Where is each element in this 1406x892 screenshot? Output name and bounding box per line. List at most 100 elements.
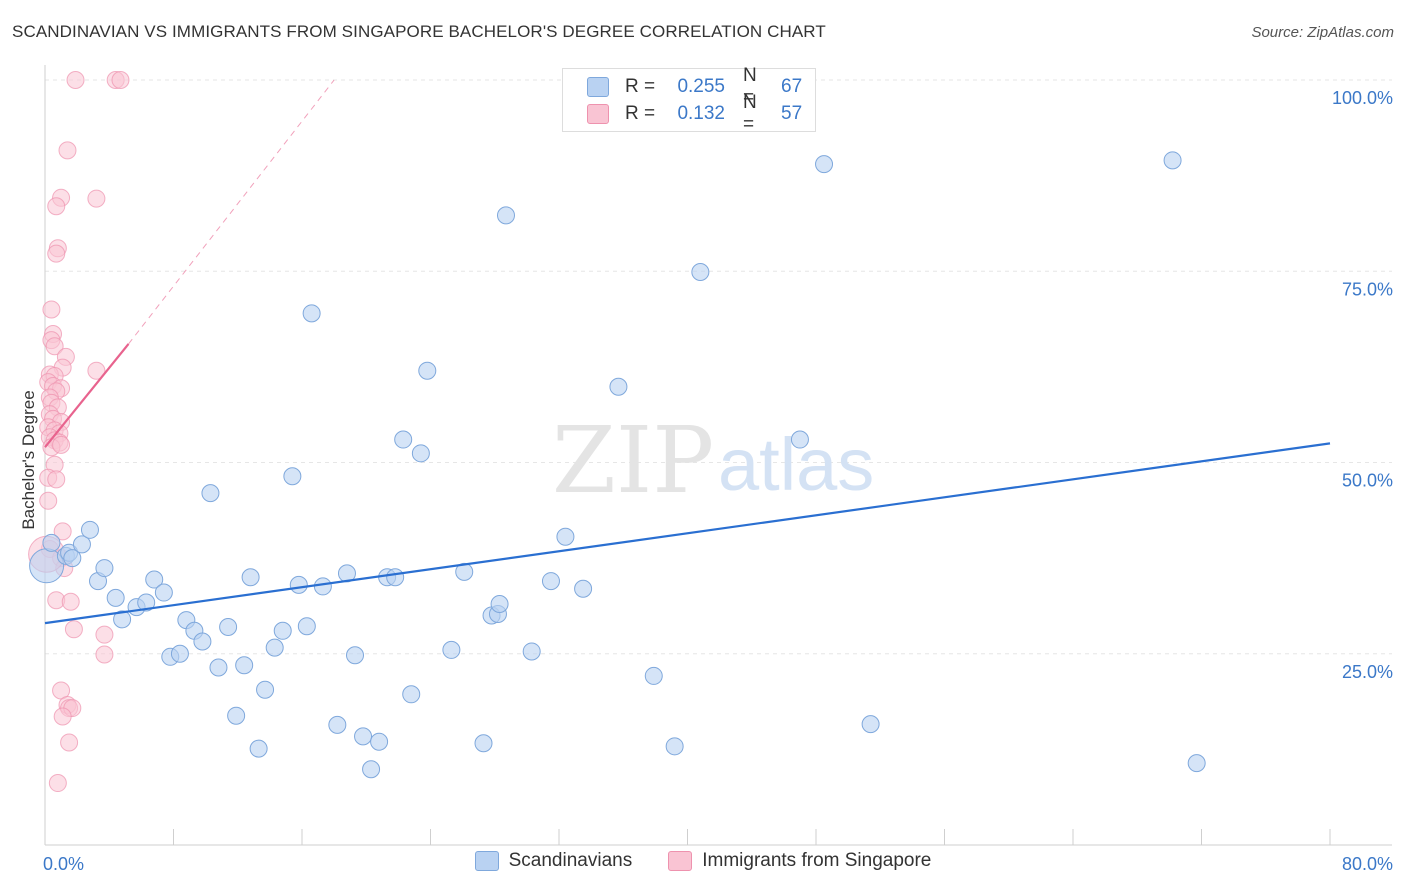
data-point-scandinavians [42,533,61,552]
y-tick-label: 75.0% [1342,279,1393,299]
y-axis-label: Bachelor's Degree [19,390,38,529]
data-point-singapore [61,592,80,611]
data-point-singapore [47,470,66,489]
data-point-scandinavians [354,727,373,746]
axes [44,65,1392,846]
data-point-scandinavians [328,715,347,734]
data-point-singapore [53,522,72,541]
data-point-scandinavians [302,304,321,323]
data-point-scandinavians [474,734,493,753]
data-point-scandinavians [113,610,132,629]
series-immigrants-from-singapore [28,71,130,793]
trendline-singapore-extension [128,79,335,345]
data-point-scandinavians [1187,754,1206,773]
watermark-zip: ZIP [552,407,714,514]
n-value: 67 [781,76,803,97]
data-point-singapore [52,435,71,454]
data-point-scandinavians [241,568,260,587]
legend-item-scandinavians[interactable]: Scandinavians [474,850,633,872]
r-label: R = [625,103,656,124]
grid [45,79,1392,655]
legend-label-singapore: Immigrants from Singapore [702,850,932,871]
data-point-singapore [95,625,114,644]
data-point-scandinavians [235,656,254,675]
data-point-scandinavians [170,644,189,663]
data-point-scandinavians [346,646,365,665]
source-label: Source: ZipAtlas.com [1251,24,1394,41]
data-point-scandinavians [72,535,91,554]
data-point-singapore [87,189,106,208]
data-point-scandinavians [490,595,509,614]
data-point-scandinavians [219,617,238,636]
x-tick-label: 80.0% [1342,854,1393,874]
data-point-scandinavians [362,760,381,779]
pink-swatch [587,104,609,124]
data-point-scandinavians [1163,151,1182,170]
data-point-singapore [39,491,58,510]
data-point-scandinavians [273,621,292,640]
n-label: N = [743,92,757,135]
data-point-scandinavians [297,617,316,636]
stats-row-scandinavians: R = 0.255 N = 67 [587,65,803,108]
data-point-scandinavians [442,640,461,659]
data-point-scandinavians [95,559,114,578]
data-point-scandinavians [227,706,246,725]
data-point-scandinavians [402,685,421,704]
data-point-singapore [64,620,83,639]
data-point-scandinavians [370,732,389,751]
data-point-singapore [60,733,79,752]
data-point-scandinavians [137,593,156,612]
data-point-scandinavians [418,361,437,380]
legend-item-singapore[interactable]: Immigrants from Singapore [668,850,931,872]
data-point-scandinavians [609,377,628,396]
trend-lines [44,79,1331,625]
data-point-singapore [45,337,64,356]
data-point-scandinavians [313,577,332,596]
data-point-scandinavians [265,638,284,657]
data-point-singapore [42,300,61,319]
data-point-scandinavians [411,444,430,463]
data-point-scandinavians [154,583,173,602]
data-point-scandinavians [496,206,515,225]
data-point-scandinavians [386,568,405,587]
tick-labels: 25.0% 50.0% 75.0% 100.0% 0.0% 80.0% [43,88,1393,874]
chart-title: SCANDINAVIAN VS IMMIGRANTS FROM SINGAPOR… [12,22,826,41]
data-point-scandinavians [145,570,164,589]
data-point-scandinavians [63,549,82,568]
y-tick-label: 100.0% [1332,88,1393,108]
data-point-singapore [87,361,106,380]
data-point-scandinavians [394,430,413,449]
stats-row-singapore: R = 0.132 N = 57 [587,92,803,135]
data-point-scandinavians [289,575,308,594]
data-point-scandinavians [209,658,228,677]
data-point-singapore [111,71,130,89]
data-point-singapore [48,774,67,793]
bottom-legend: Scandinavians Immigrants from Singapore [0,850,1406,872]
data-point-scandinavians [691,263,710,282]
r-value: 0.132 [677,103,725,124]
y-tick-label: 25.0% [1342,662,1393,682]
data-point-scandinavians [256,680,275,699]
data-point-singapore [47,197,66,216]
trendline-scandinavians [44,442,1331,625]
data-point-singapore [58,141,77,160]
data-point-scandinavians [80,520,99,539]
y-tick-label: 50.0% [1342,471,1393,491]
data-point-scandinavians [249,739,268,758]
trendline-singapore [44,343,130,448]
data-point-singapore [53,707,72,726]
x-tick-label: 0.0% [43,854,84,874]
data-point-scandinavians [541,572,560,591]
r-value: 0.255 [677,76,725,97]
blue-swatch [587,77,609,97]
legend-label-scandinavians: Scandinavians [508,850,633,871]
data-point-scandinavians [522,642,541,661]
r-label: R = [625,76,656,97]
data-point-scandinavians [644,666,663,685]
data-point-scandinavians [283,467,302,486]
data-point-scandinavians [556,527,575,546]
stats-legend: R = 0.255 N = 67 R = 0.132 N = 57 [562,65,816,135]
n-value: 57 [781,103,803,124]
data-point-scandinavians [574,579,593,598]
